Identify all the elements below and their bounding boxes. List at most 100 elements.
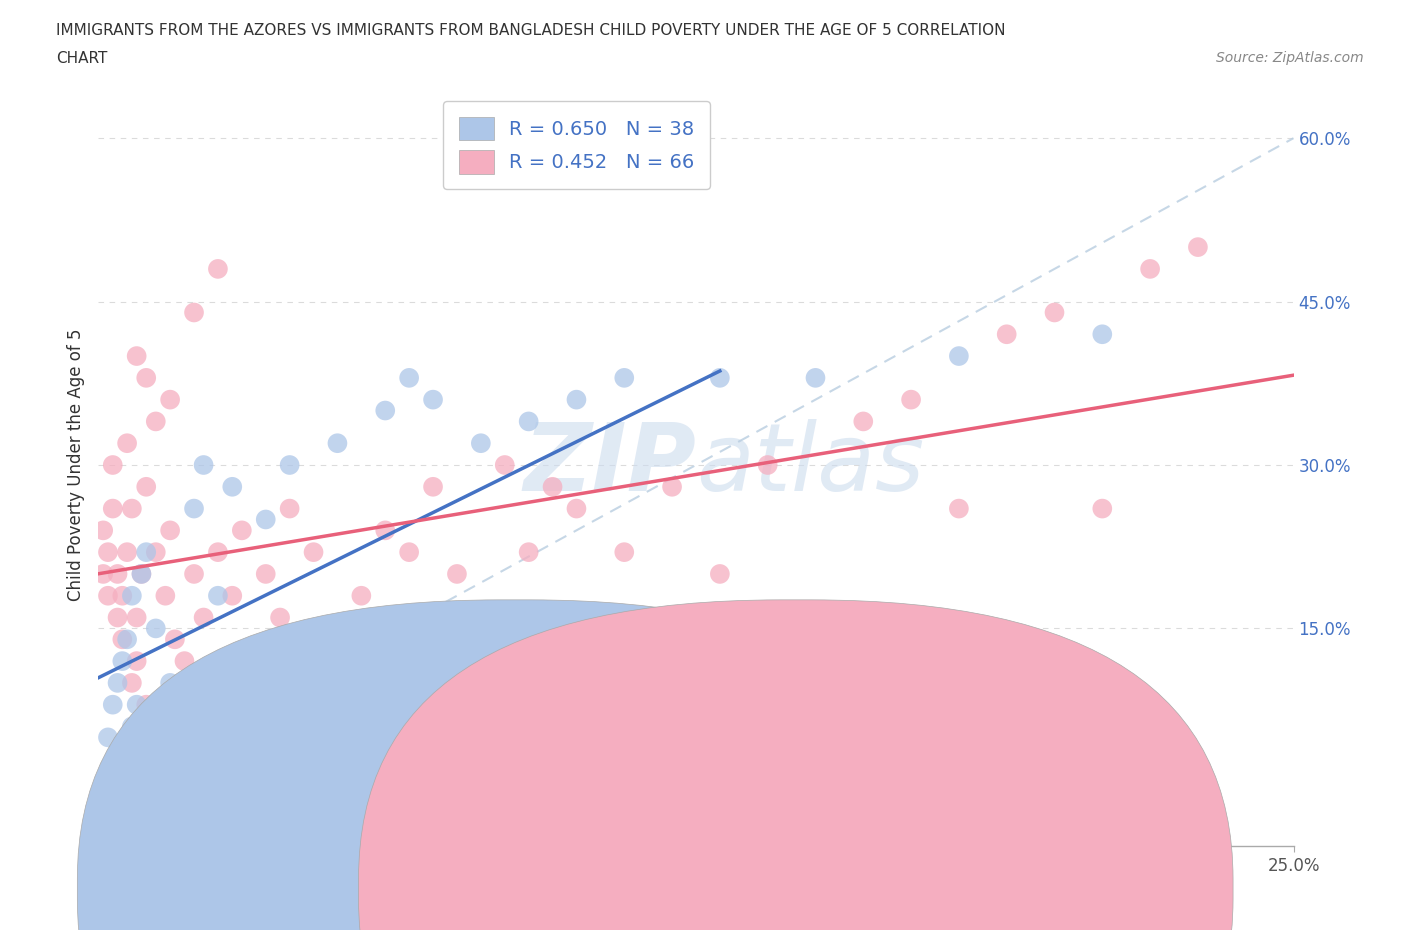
Point xyxy=(135,817,157,832)
Point xyxy=(183,501,205,516)
Point xyxy=(231,698,253,712)
Text: Immigrants from Bangladesh: Immigrants from Bangladesh xyxy=(818,879,1060,897)
Point xyxy=(254,512,277,527)
Point xyxy=(101,698,124,712)
Text: Immigrants from the Azores: Immigrants from the Azores xyxy=(537,879,770,897)
Point xyxy=(111,654,134,669)
Point xyxy=(1091,326,1114,341)
Point xyxy=(852,414,875,429)
Point xyxy=(326,436,349,451)
Point xyxy=(145,719,167,734)
Point xyxy=(121,501,143,516)
Point xyxy=(221,479,243,494)
Point xyxy=(326,631,349,646)
Point xyxy=(398,370,420,385)
Point xyxy=(709,370,731,385)
Point xyxy=(278,458,301,472)
Point xyxy=(173,654,195,669)
Point xyxy=(374,523,396,538)
Point xyxy=(278,501,301,516)
Point xyxy=(135,545,157,560)
Point xyxy=(709,566,731,581)
Point xyxy=(269,610,291,625)
Point xyxy=(159,392,181,407)
Point xyxy=(115,436,138,451)
Point xyxy=(804,370,827,385)
Point xyxy=(135,698,157,712)
Point xyxy=(107,610,129,625)
Text: ZIP: ZIP xyxy=(523,419,696,511)
Point xyxy=(350,589,373,604)
Point xyxy=(173,730,195,745)
Text: atlas: atlas xyxy=(696,419,924,511)
Point xyxy=(111,631,134,646)
Point xyxy=(517,545,540,560)
Point xyxy=(207,589,229,604)
Point xyxy=(183,305,205,320)
Point xyxy=(115,631,138,646)
Point xyxy=(231,523,253,538)
Point xyxy=(565,392,588,407)
Point xyxy=(101,501,124,516)
Point xyxy=(1187,240,1209,255)
Point xyxy=(91,523,114,538)
Point xyxy=(1091,501,1114,516)
Point xyxy=(131,566,153,581)
Point xyxy=(155,589,177,604)
Point xyxy=(221,589,243,604)
Point xyxy=(948,349,970,364)
Point xyxy=(1139,261,1161,276)
Point xyxy=(145,545,167,560)
Point xyxy=(613,545,636,560)
Point xyxy=(517,414,540,429)
Point xyxy=(91,566,114,581)
Point xyxy=(101,458,124,472)
Point xyxy=(254,566,277,581)
Point xyxy=(121,719,143,734)
Point xyxy=(183,566,205,581)
Point xyxy=(115,763,138,777)
Point xyxy=(163,631,186,646)
Point xyxy=(125,349,148,364)
Point xyxy=(97,730,120,745)
Point xyxy=(193,610,215,625)
Point xyxy=(159,675,181,690)
Point xyxy=(97,806,120,821)
Point xyxy=(804,631,827,646)
Point xyxy=(565,501,588,516)
Point xyxy=(145,414,167,429)
Point xyxy=(422,392,444,407)
Point xyxy=(107,675,129,690)
Point xyxy=(97,589,120,604)
Point xyxy=(470,610,492,625)
Point xyxy=(995,326,1018,341)
Point xyxy=(125,698,148,712)
Point xyxy=(398,545,420,560)
Legend: R = 0.650   N = 38, R = 0.452   N = 66: R = 0.650 N = 38, R = 0.452 N = 66 xyxy=(443,101,710,190)
Point xyxy=(91,828,114,843)
Point xyxy=(207,261,229,276)
Point xyxy=(1043,305,1066,320)
Point xyxy=(207,545,229,560)
Point xyxy=(97,545,120,560)
Point xyxy=(900,392,922,407)
Text: CHART: CHART xyxy=(56,51,108,66)
Point xyxy=(111,741,134,756)
Point xyxy=(107,795,129,810)
Y-axis label: Child Poverty Under the Age of 5: Child Poverty Under the Age of 5 xyxy=(66,328,84,602)
Point xyxy=(131,566,153,581)
Point xyxy=(101,784,124,799)
Point xyxy=(948,501,970,516)
Point xyxy=(254,675,277,690)
Point xyxy=(115,545,138,560)
Point xyxy=(135,370,157,385)
Point xyxy=(613,370,636,385)
Point xyxy=(661,479,683,494)
Point xyxy=(107,566,129,581)
Point xyxy=(193,458,215,472)
Text: IMMIGRANTS FROM THE AZORES VS IMMIGRANTS FROM BANGLADESH CHILD POVERTY UNDER THE: IMMIGRANTS FROM THE AZORES VS IMMIGRANTS… xyxy=(56,23,1005,38)
Point xyxy=(145,621,167,636)
Point xyxy=(121,675,143,690)
Point xyxy=(135,479,157,494)
Text: Source: ZipAtlas.com: Source: ZipAtlas.com xyxy=(1216,51,1364,65)
